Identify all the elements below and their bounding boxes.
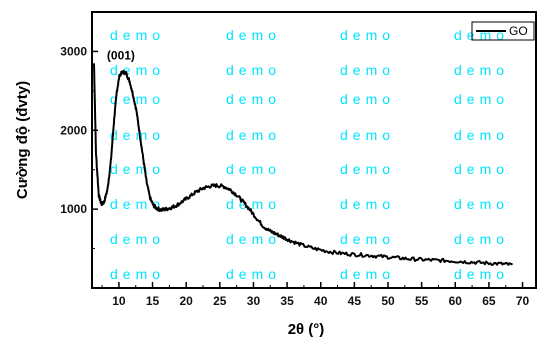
x-tick-label: 65 bbox=[482, 294, 496, 308]
x-tick-label: 25 bbox=[213, 294, 227, 308]
watermark-text: demo bbox=[340, 266, 395, 282]
x-tick-label: 45 bbox=[348, 294, 362, 308]
watermark-text: demo bbox=[226, 27, 281, 43]
watermark-text: demo bbox=[454, 231, 509, 247]
watermark-text: demo bbox=[454, 127, 509, 143]
x-tick-label: 35 bbox=[280, 294, 294, 308]
watermark-text: demo bbox=[340, 196, 395, 212]
watermark-text: demo bbox=[340, 27, 395, 43]
x-tick-label: 70 bbox=[516, 294, 530, 308]
watermark-text: demo bbox=[110, 127, 165, 143]
watermark-text: demo bbox=[454, 196, 509, 212]
watermark-text: demo bbox=[454, 161, 509, 177]
watermark-text: demo bbox=[226, 161, 281, 177]
watermark-text: demo bbox=[226, 91, 281, 107]
watermark-text: demo bbox=[454, 266, 509, 282]
watermark-text: demo bbox=[110, 27, 165, 43]
series-line-go bbox=[93, 63, 514, 266]
watermark-text: demo bbox=[110, 196, 165, 212]
x-tick-label: 60 bbox=[449, 294, 463, 308]
watermark-text: demo bbox=[454, 62, 509, 78]
y-axis-title: Cường độ (đvty) bbox=[14, 81, 31, 199]
annotation-layer: (001) bbox=[107, 48, 135, 62]
watermark-text: demo bbox=[110, 231, 165, 247]
y-tick-label: 1000 bbox=[60, 202, 87, 216]
peak-annotation: (001) bbox=[107, 48, 135, 62]
watermark-text: demo bbox=[226, 231, 281, 247]
plot-frame bbox=[91, 11, 537, 289]
watermark-text: demo bbox=[340, 127, 395, 143]
x-tick-label: 20 bbox=[180, 294, 194, 308]
x-tick-label: 30 bbox=[247, 294, 261, 308]
watermark-text: demo bbox=[110, 266, 165, 282]
legend-label: GO bbox=[509, 24, 528, 38]
x-axis-title: 2θ (°) bbox=[288, 321, 325, 338]
x-tick-label: 50 bbox=[381, 294, 395, 308]
watermark-text: demo bbox=[226, 196, 281, 212]
y-tick-label: 2000 bbox=[60, 123, 87, 137]
watermark-text: demo bbox=[340, 62, 395, 78]
watermark-text: demo bbox=[340, 161, 395, 177]
x-tick-label: 15 bbox=[146, 294, 160, 308]
y-tick-label: 3000 bbox=[60, 44, 87, 58]
watermark-text: demo bbox=[226, 266, 281, 282]
watermark-text: demo bbox=[340, 91, 395, 107]
watermark-text: demo bbox=[226, 62, 281, 78]
x-tick-label: 55 bbox=[415, 294, 429, 308]
x-axis: 10 15 20 25 30 35 40 45 50 55 60 65 70 bbox=[101, 282, 530, 308]
x-tick-label: 10 bbox=[112, 294, 126, 308]
watermark-text: demo bbox=[110, 91, 165, 107]
legend-box bbox=[471, 21, 535, 41]
watermark-text: demo bbox=[226, 127, 281, 143]
watermark-text: demo bbox=[454, 91, 509, 107]
watermark-text: demo bbox=[110, 161, 165, 177]
legend: GO bbox=[471, 21, 535, 41]
y-axis: 1000 2000 3000 bbox=[60, 11, 98, 250]
watermark-text: demo bbox=[340, 231, 395, 247]
series-layer bbox=[93, 63, 514, 266]
watermark-layer: demo demo demo demo demo demo demo demo demo demo… bbox=[110, 27, 509, 282]
x-tick-label: 40 bbox=[314, 294, 328, 308]
